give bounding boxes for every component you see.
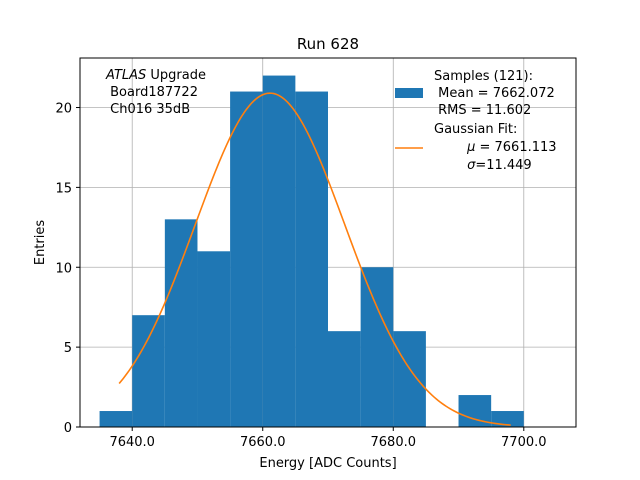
y-tick-label: 0 [64, 421, 72, 436]
x-axis-label: Energy [ADC Counts] [259, 456, 396, 471]
histogram-bar [491, 411, 524, 427]
legend-samples-mean: Mean = 7662.072 [434, 86, 555, 101]
annotation-channel: Ch016 35dB [106, 102, 190, 117]
y-axis-ticks: 0 5 10 15 20 [55, 102, 80, 436]
gaussian-fit-curve [118, 92, 511, 426]
legend-samples-swatch [395, 88, 423, 98]
legend-fit-sigma: σ=11.449 [434, 158, 552, 173]
histogram-bar [393, 331, 426, 427]
svg-text:ATLAS Upgrade: ATLAS Upgrade [105, 68, 206, 83]
x-tick-label: 7640.0 [109, 435, 155, 450]
y-tick-label: 15 [55, 181, 72, 196]
histogram-bar [262, 75, 296, 428]
legend-samples-count: Samples (121): [434, 69, 533, 84]
x-tick-label: 7700.0 [501, 435, 547, 450]
y-tick-label: 20 [55, 102, 72, 117]
annotation-atlas: ATLAS [105, 68, 146, 83]
legend-mu-symbol: μ [466, 140, 475, 155]
x-tick-label: 7660.0 [240, 435, 286, 450]
histogram-bars [99, 75, 524, 428]
histogram-bar [360, 267, 394, 427]
annotation-upgrade: Upgrade [146, 68, 206, 83]
legend-fit-mu: μ = 7661.113 [434, 140, 577, 155]
gaussian-fit [118, 92, 511, 426]
histogram-bar [230, 91, 263, 427]
y-axis-label: Entries [33, 220, 48, 266]
atlas-annotation: ATLAS Upgrade Board187722 Ch016 35dB [105, 68, 206, 117]
histogram-bar [197, 251, 231, 427]
legend-samples-rms: RMS = 11.602 [434, 103, 531, 118]
y-tick-label: 5 [64, 341, 72, 356]
histogram-bar [328, 331, 361, 427]
legend-fit-title: Gaussian Fit: [434, 122, 517, 137]
legend-sigma-value: =11.449 [475, 158, 531, 173]
x-axis-ticks: 7640.0 7660.0 7680.0 7700.0 [109, 427, 547, 450]
histogram-bar [164, 219, 198, 427]
histogram-bar [99, 411, 133, 427]
y-tick-label: 10 [55, 261, 72, 276]
legend: Samples (121): Mean = 7662.072 RMS = 11.… [395, 69, 577, 173]
legend-sigma-symbol: σ [467, 158, 476, 173]
legend-mu-value: = 7661.113 [475, 140, 556, 155]
chart-title: Run 628 [297, 35, 359, 53]
histogram-bar [295, 91, 328, 427]
x-tick-label: 7680.0 [371, 435, 417, 450]
plot-frame [79, 57, 577, 428]
annotation-board: Board187722 [106, 85, 198, 100]
histogram-bar [132, 315, 165, 427]
